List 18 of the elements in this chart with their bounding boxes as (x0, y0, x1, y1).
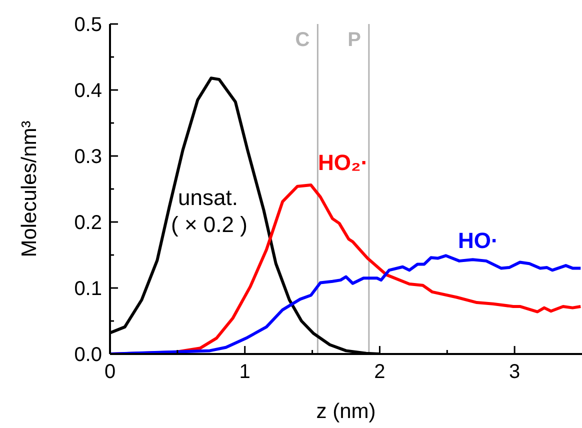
y-tick-label: 0.3 (74, 146, 102, 168)
y-tick-label: 0.2 (74, 212, 102, 234)
series-label: HO₂· (318, 150, 368, 175)
x-axis-title: z (nm) (316, 400, 376, 424)
series-label: HO· (458, 228, 498, 253)
x-tick-label: 3 (509, 360, 520, 384)
x-tick-label: 0 (104, 360, 116, 384)
x-tick-label: 1 (239, 360, 250, 384)
y-tick-label: 0.5 (74, 14, 102, 36)
ref-line-label: P (348, 29, 361, 52)
ref-line-label: C (295, 29, 310, 52)
y-tick-label: 0.1 (74, 278, 102, 300)
y-tick-label: 0.0 (74, 344, 102, 366)
x-tick-label: 2 (374, 360, 386, 384)
series-label: unsat. (178, 185, 238, 210)
y-axis-title: Molecules/nm³ (18, 120, 42, 258)
y-tick-label: 0.4 (74, 80, 102, 102)
annotation: ( × 0.2 ) (171, 212, 248, 238)
